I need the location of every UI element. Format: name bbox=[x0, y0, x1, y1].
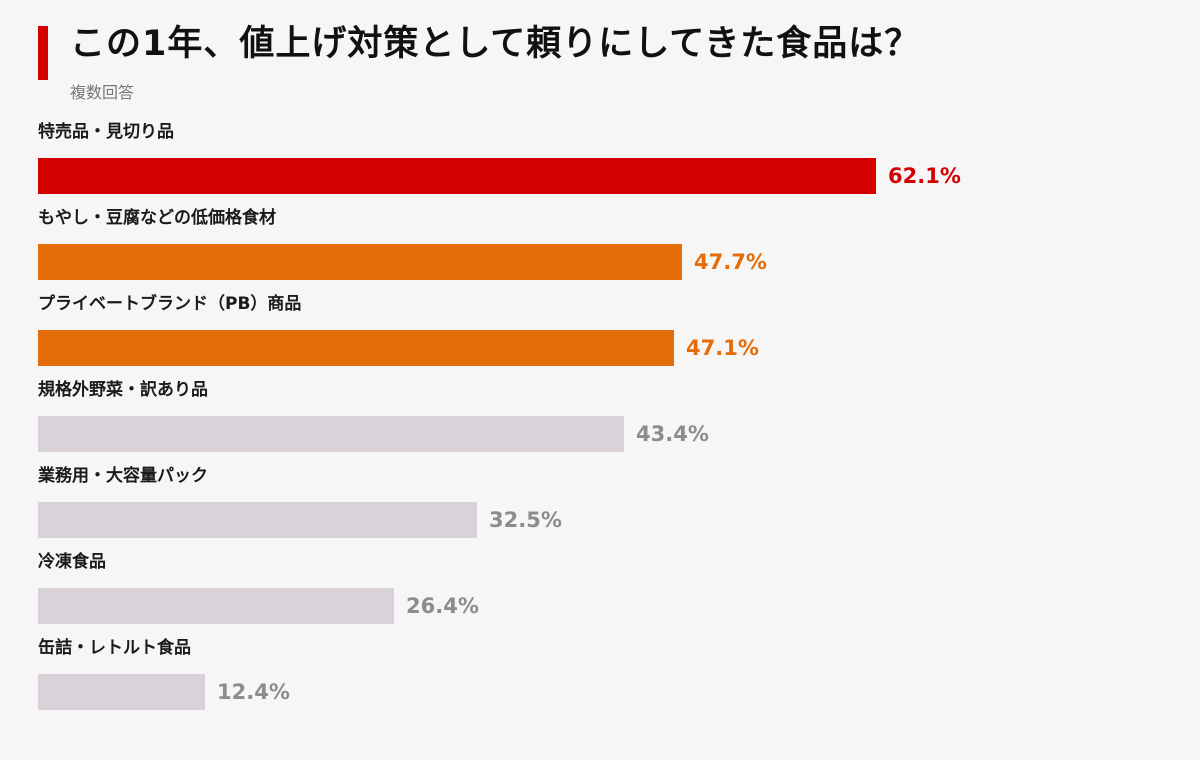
bar-row: 缶詰・レトルト食品 12.4% bbox=[38, 628, 1168, 714]
bar-row: プライベートブランド（PB）商品 47.1% bbox=[38, 284, 1168, 370]
category-label: 特売品・見切り品 bbox=[38, 122, 174, 142]
chart-title: この1年、値上げ対策として頼りにしてきた食品は？ bbox=[70, 24, 921, 64]
title-accent-bar bbox=[38, 26, 48, 80]
value-label: 62.1% bbox=[888, 164, 961, 188]
bar bbox=[38, 416, 624, 452]
bar-row: もやし・豆腐などの低価格食材 47.7% bbox=[38, 198, 1168, 284]
category-label: 缶詰・レトルト食品 bbox=[38, 638, 191, 658]
chart-subtitle: 複数回答 bbox=[70, 83, 135, 102]
bar-row: 規格外野菜・訳あり品 43.4% bbox=[38, 370, 1168, 456]
value-label: 43.4% bbox=[636, 422, 709, 446]
bar-row: 冷凍食品 26.4% bbox=[38, 542, 1168, 628]
bar bbox=[38, 244, 682, 280]
bar bbox=[38, 588, 394, 624]
bar-row: 業務用・大容量パック 32.5% bbox=[38, 456, 1168, 542]
category-label: 規格外野菜・訳あり品 bbox=[38, 380, 208, 400]
bar-row: 特売品・見切り品 62.1% bbox=[38, 112, 1168, 198]
value-label: 12.4% bbox=[217, 680, 290, 704]
category-label: 冷凍食品 bbox=[38, 552, 106, 572]
value-label: 47.1% bbox=[686, 336, 759, 360]
bar-chart: 特売品・見切り品 62.1% もやし・豆腐などの低価格食材 47.7% プライベートブラ… bbox=[38, 112, 1168, 714]
category-label: もやし・豆腐などの低価格食材 bbox=[38, 208, 276, 228]
value-label: 26.4% bbox=[406, 594, 479, 618]
value-label: 32.5% bbox=[489, 508, 562, 532]
category-label: 業務用・大容量パック bbox=[38, 466, 208, 486]
bar bbox=[38, 502, 477, 538]
bar bbox=[38, 158, 876, 194]
category-label: プライベートブランド（PB）商品 bbox=[38, 294, 302, 314]
bar bbox=[38, 330, 674, 366]
bar bbox=[38, 674, 205, 710]
value-label: 47.7% bbox=[694, 250, 767, 274]
